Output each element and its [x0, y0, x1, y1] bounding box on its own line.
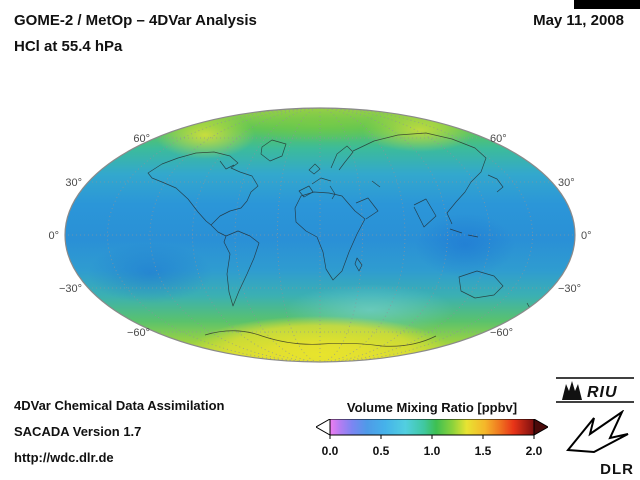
lat-label-right-m30: −30° [558, 283, 581, 295]
lat-label-right-0: 0° [581, 230, 592, 242]
colorbar-left-arrow [316, 419, 331, 436]
lat-label-right-30: 30° [558, 177, 575, 189]
date-label: May 11, 2008 [533, 12, 624, 29]
dlr-logo: DLR [564, 409, 636, 478]
colorbar-right-arrow [533, 419, 548, 436]
riu-logo-text: RIU [587, 384, 618, 401]
lat-label-left-0: 0° [48, 230, 59, 242]
coastline-asia [352, 132, 504, 238]
graticule [65, 108, 575, 362]
colorbar-bar [329, 419, 535, 436]
coastline-north-america [147, 151, 259, 226]
latitude-labels: 60° 30° 0° −30° −60° 60° 30° 0° −30° −60… [48, 133, 591, 339]
world-map: 60° 30° 0° −30° −60° 60° 30° 0° −30° −60… [48, 107, 592, 363]
colorbar-tick-2: 1.0 [423, 444, 441, 458]
lat-label-left-m60: −60° [127, 327, 150, 339]
lat-label-right-m60: −60° [490, 327, 513, 339]
top-right-black-strip [574, 0, 640, 9]
riu-cathedral-icon [562, 381, 582, 400]
lat-label-right-60: 60° [490, 133, 507, 145]
globe-outline [64, 107, 576, 363]
colorbar-tick-3: 1.5 [474, 444, 492, 458]
lat-label-left-60: 60° [133, 133, 150, 145]
coastline-greenland [260, 139, 287, 162]
coastline-africa [294, 191, 366, 281]
footer-line-version: SACADA Version 1.7 [14, 424, 142, 439]
colorbar-tick-1: 0.5 [372, 444, 390, 458]
coastline-south-america [223, 230, 260, 307]
page-subtitle: HCl at 55.4 hPa [14, 38, 123, 55]
dlr-logo-icon [566, 409, 629, 454]
lat-label-left-m30: −30° [59, 283, 82, 295]
riu-logo: RIU [556, 376, 634, 404]
colorbar: Volume Mixing Ratio [ppbv] [316, 400, 548, 458]
colorbar-tick-marks [329, 435, 535, 439]
lat-label-left-30: 30° [65, 177, 82, 189]
page-title: GOME-2 / MetOp – 4DVar Analysis [14, 12, 257, 29]
footer-line-assimilation: 4DVar Chemical Data Assimilation [14, 398, 225, 413]
colorbar-gradient [316, 419, 548, 439]
coastline-antarctica [204, 330, 437, 347]
coastline-central-america [210, 224, 227, 237]
footer-line-url: http://wdc.dlr.de [14, 450, 114, 465]
colorbar-tick-4: 2.0 [525, 444, 543, 458]
colorbar-title: Volume Mixing Ratio [ppbv] [346, 400, 518, 415]
coastline-europe [298, 145, 354, 200]
dlr-logo-text: DLR [600, 461, 634, 478]
colorbar-tick-0: 0.0 [321, 444, 339, 458]
